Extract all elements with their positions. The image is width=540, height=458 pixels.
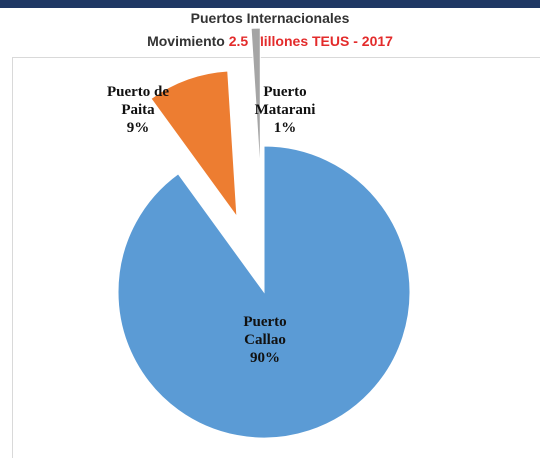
slice-label: Puerto Matarani 1%: [245, 83, 325, 137]
pie-slice: [250, 27, 261, 175]
slice-label: Puerto de Paita 9%: [93, 83, 183, 137]
slice-value-label: 1%: [273, 120, 297, 136]
plot-frame: [12, 57, 540, 458]
chart-subtitle: Movimiento 2.5 Millones TEUS - 2017: [0, 33, 540, 49]
chart-title: Puertos Internacionales: [190, 10, 350, 26]
slice-value-label: 9%: [126, 120, 150, 136]
slice-value-label: 90%: [250, 350, 280, 366]
banner: [0, 0, 540, 8]
pie-slice: [117, 145, 411, 439]
subtitle-highlight: 2.5 Millones TEUS - 2017: [228, 33, 393, 49]
slice-label: Puerto Callao 90%: [225, 313, 305, 367]
pie-slice: [150, 70, 238, 219]
subtitle-text: Movimiento: [147, 33, 225, 49]
